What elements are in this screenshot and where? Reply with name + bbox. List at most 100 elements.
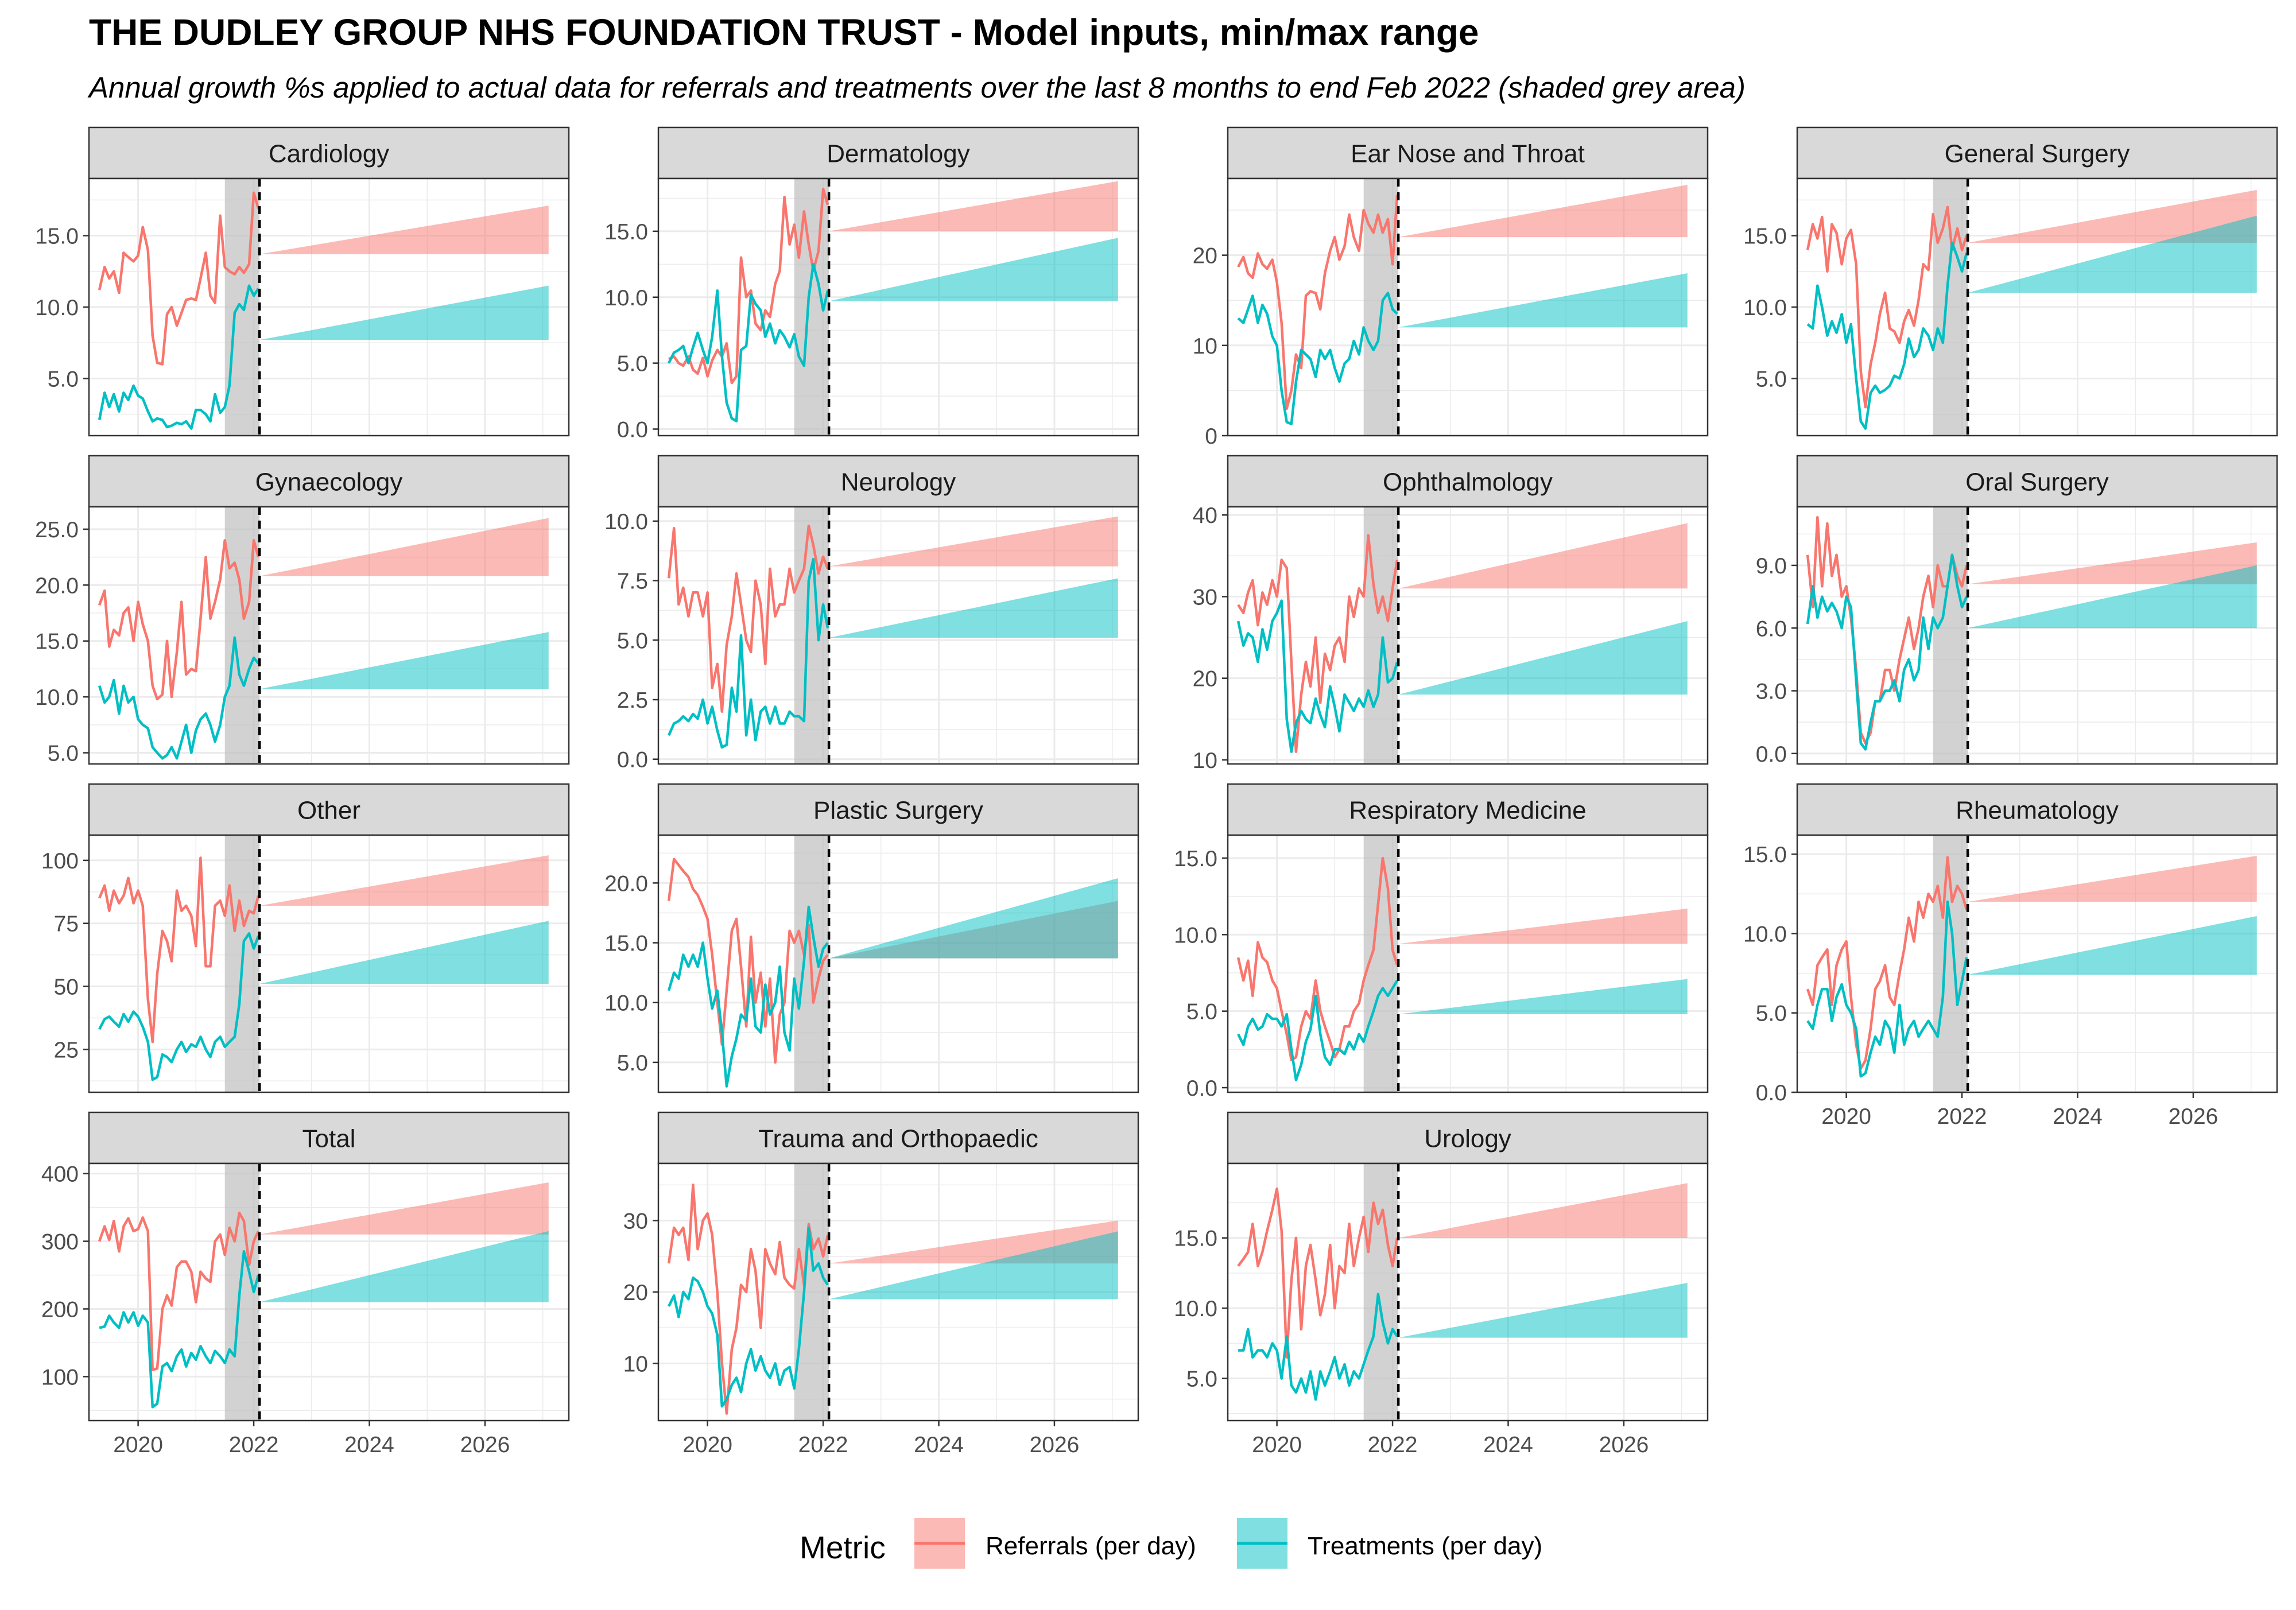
strip-label: Respiratory Medicine <box>1349 797 1586 825</box>
treatments-projection-band <box>1968 916 2257 975</box>
y-tick-label: 15.0 <box>35 224 79 249</box>
plot-background <box>1228 835 1708 1092</box>
treatments-line <box>1806 900 1968 1078</box>
strip-label: General Surgery <box>1945 140 2130 168</box>
y-tick-label: 5.0 <box>1186 1000 1217 1025</box>
panel-border <box>1796 506 2278 765</box>
y-tick-label: 5.0 <box>48 742 79 766</box>
y-tick-label: 10.0 <box>35 685 79 710</box>
chart-subtitle: Annual growth %s applied to actual data … <box>87 71 1746 104</box>
x-tick-label: 2022 <box>229 1433 279 1457</box>
y-tick-label: 15.0 <box>1743 224 1787 249</box>
shaded-period <box>1933 507 1968 764</box>
panel-border <box>88 834 570 1093</box>
strip-label: Gynaecology <box>255 468 403 496</box>
strip <box>1796 455 2278 508</box>
y-tick-label: 15.0 <box>1743 843 1787 867</box>
referrals-line <box>1237 1187 1399 1359</box>
treatments-projection-band <box>259 632 549 689</box>
referrals-line <box>1236 856 1399 1062</box>
y-tick-label: 10.0 <box>1174 923 1217 948</box>
panel-urology: Urology 5.0 10.0 15.0 2020 2022 2024 2026 <box>1174 1111 1709 1457</box>
referrals-line <box>667 524 829 713</box>
y-tick-label: 9.0 <box>1756 554 1787 579</box>
y-tick-label: 5.0 <box>1186 1367 1217 1392</box>
y-tick-label: 15.0 <box>1174 1227 1217 1251</box>
treatments-line <box>98 932 260 1081</box>
x-tick-label: 2024 <box>2053 1104 2103 1129</box>
x-tick-label: 2024 <box>1483 1433 1533 1457</box>
y-tick-label: 30 <box>1193 585 1217 610</box>
referrals-line <box>98 191 260 366</box>
y-tick-label: 5.0 <box>617 352 648 377</box>
y-tick-label: 5.0 <box>48 367 79 391</box>
strip-label: Trauma and Orthopaedic <box>758 1125 1038 1153</box>
y-tick-label: 15.0 <box>35 630 79 654</box>
y-tick-label: 10.0 <box>1174 1297 1217 1321</box>
y-tick-label: 0 <box>1205 424 1217 449</box>
strip-label: Dermatology <box>827 140 969 168</box>
x-tick-label: 2026 <box>460 1433 510 1457</box>
treatments-line <box>98 636 259 760</box>
treatments-projection-band <box>829 238 1118 301</box>
panel-border <box>1227 177 1709 437</box>
y-tick-label: 20.0 <box>35 573 79 598</box>
y-tick-label: 100 <box>41 849 79 874</box>
treatments-projection-band <box>829 578 1118 638</box>
treatments-line <box>1236 599 1399 753</box>
panel-border <box>1227 506 1709 765</box>
shaded-period <box>794 1163 829 1421</box>
panel-neurology: Neurology 0.0 2.5 5.0 7.5 10.0 <box>604 455 1139 773</box>
x-tick-label: 2020 <box>1252 1433 1302 1457</box>
treatments-projection-band <box>259 921 549 984</box>
y-tick-label: 15.0 <box>604 932 648 956</box>
y-tick-label: 5.0 <box>1756 1002 1787 1026</box>
strip-label: Urology <box>1424 1125 1511 1153</box>
panel-cardiology: Cardiology 5.0 10.0 15.0 <box>35 126 570 437</box>
referrals-projection-band <box>1968 542 2257 584</box>
panels-layer: Cardiology 5.0 10.0 15.0 Dermatology 0.0 5.0 10… <box>35 126 2278 1457</box>
strip-label: Other <box>297 797 360 825</box>
referrals-line <box>1806 856 1968 1070</box>
strip <box>88 783 570 836</box>
y-tick-label: 0.0 <box>617 418 648 443</box>
plot-background <box>1797 507 2277 764</box>
y-tick-label: 3.0 <box>1756 680 1787 704</box>
x-tick-label: 2024 <box>914 1433 964 1457</box>
referrals-projection-band <box>259 205 549 254</box>
panel-border <box>657 834 1139 1093</box>
referrals-line <box>98 856 260 1043</box>
legend-label-treatments: Treatments (per day) <box>1308 1532 1542 1560</box>
referrals-projection-band <box>259 1182 549 1235</box>
y-tick-label: 10 <box>1193 334 1217 359</box>
referrals-line <box>1806 205 1968 409</box>
strip <box>657 126 1139 180</box>
strip-label: Oral Surgery <box>1965 468 2108 496</box>
y-tick-label: 7.5 <box>617 569 648 594</box>
strip-label: Cardiology <box>269 140 389 168</box>
treatments-projection-band <box>1968 565 2257 629</box>
referrals-line <box>1806 515 1968 744</box>
strip-label: Ophthalmology <box>1383 468 1553 496</box>
treatments-line <box>668 558 829 749</box>
treatments-line <box>668 263 829 422</box>
shaded-period <box>794 507 829 764</box>
y-tick-label: 30 <box>623 1209 648 1234</box>
referrals-projection-band <box>829 516 1118 567</box>
treatments-line <box>1237 980 1399 1081</box>
treatments-line <box>1237 292 1398 425</box>
legend-label-referrals: Referrals (per day) <box>986 1532 1196 1560</box>
panel-border <box>1796 834 2278 1093</box>
strip <box>88 126 570 180</box>
treatments-projection-band <box>1398 979 1688 1014</box>
treatments-projection-band <box>1398 1283 1688 1338</box>
referrals-projection-band <box>259 518 549 576</box>
panel-oral-surgery: Oral Surgery 0.0 3.0 6.0 9.0 <box>1756 455 2278 767</box>
x-tick-label: 2024 <box>344 1433 394 1457</box>
x-tick-label: 2022 <box>1368 1433 1418 1457</box>
strip-label: Total <box>302 1125 356 1153</box>
x-tick-label: 2026 <box>1599 1433 1649 1457</box>
treatments-line <box>668 1226 829 1408</box>
referrals-projection-band <box>1398 909 1688 944</box>
treatments-projection-band <box>1398 621 1688 695</box>
